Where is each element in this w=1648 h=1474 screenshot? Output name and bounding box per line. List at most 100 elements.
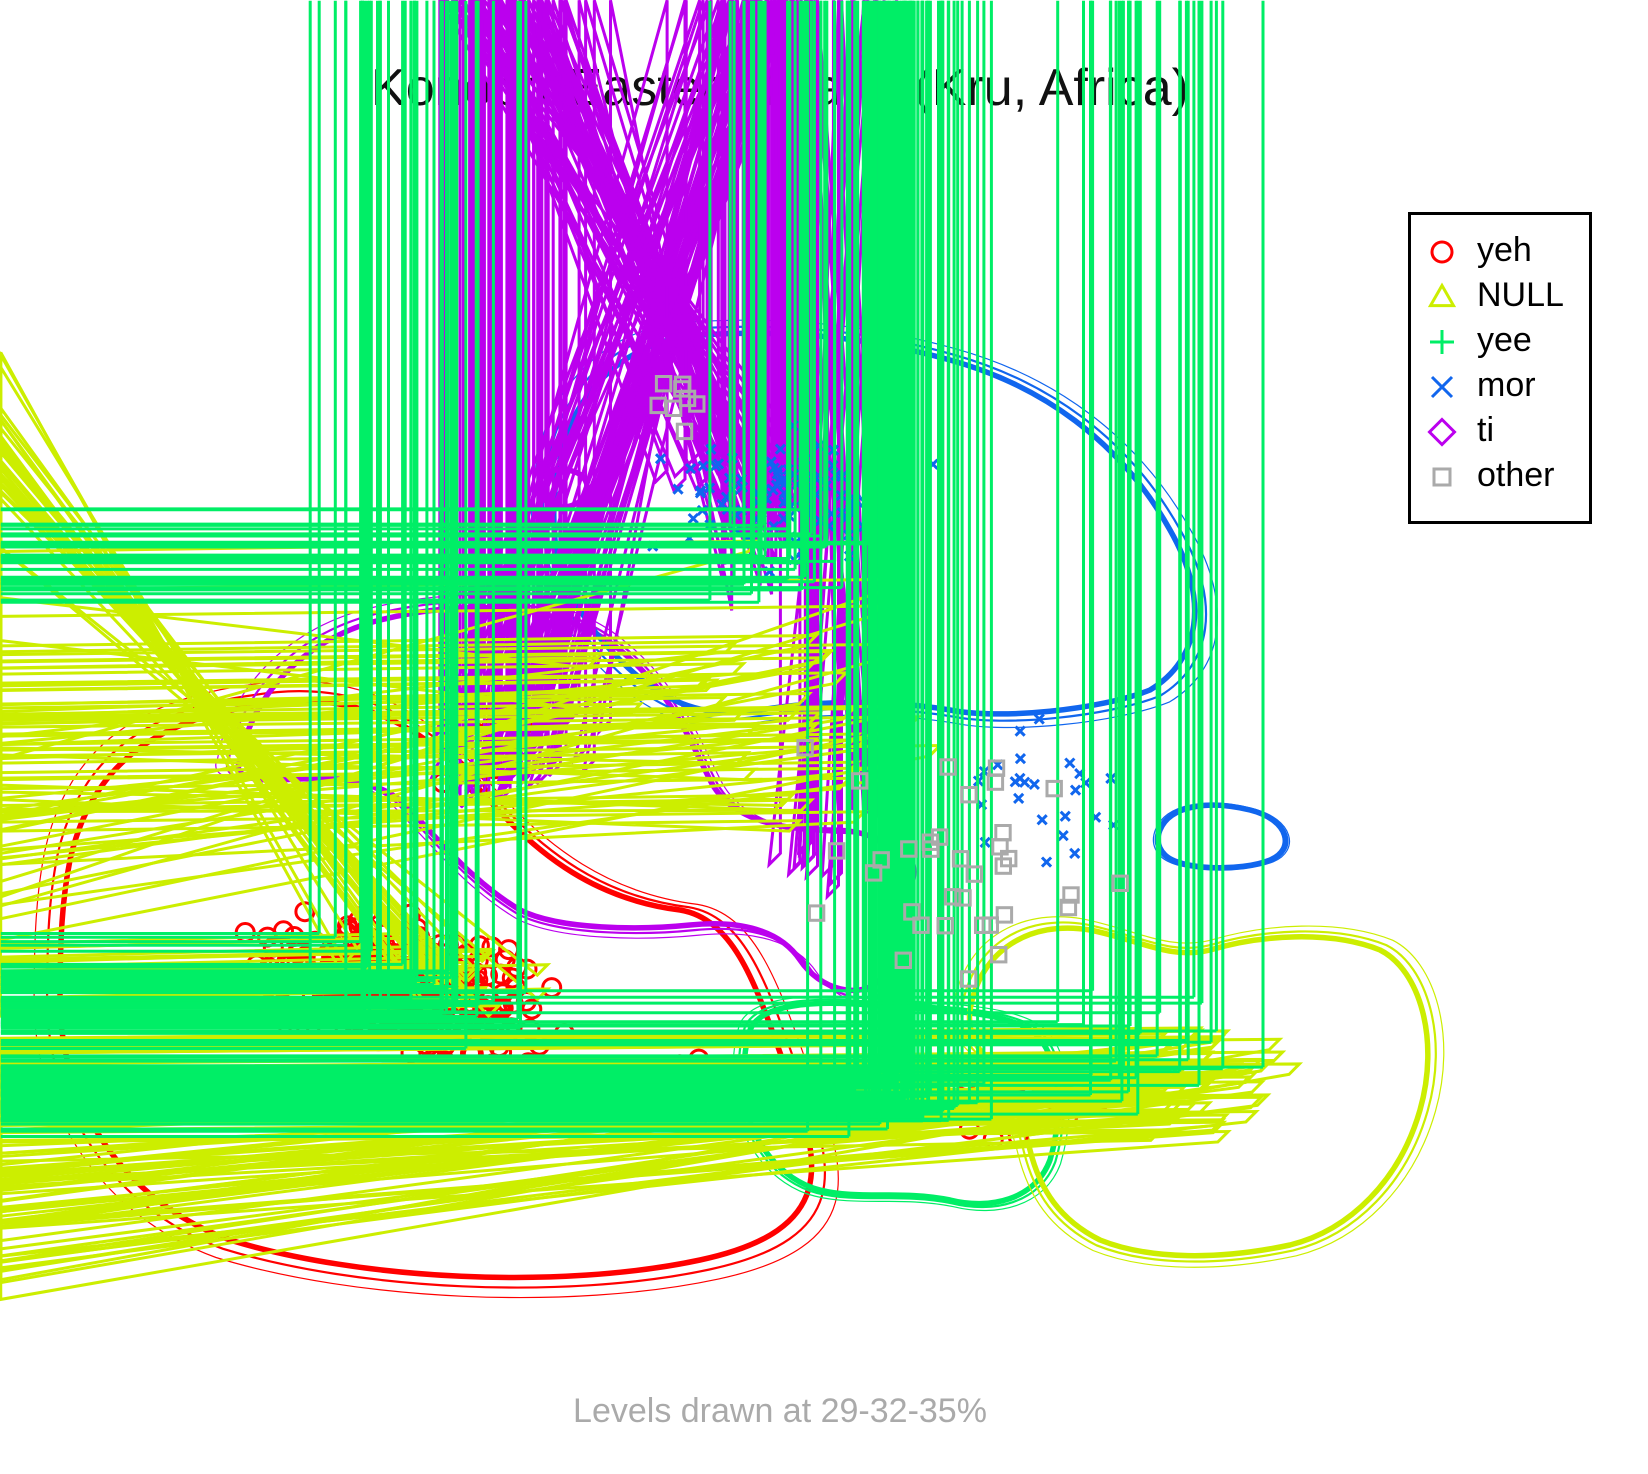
point-yee bbox=[0, 0, 348, 947]
point-yee bbox=[0, 0, 337, 939]
point-yee bbox=[0, 0, 761, 604]
point-other bbox=[678, 389, 697, 408]
point-other bbox=[796, 739, 814, 757]
point-yee bbox=[0, 0, 312, 968]
point-other bbox=[900, 840, 918, 858]
contour-NULL-0 bbox=[966, 925, 1431, 1259]
point-other bbox=[995, 906, 1014, 924]
legend-item-yee: yee bbox=[1411, 319, 1589, 363]
point-mor bbox=[1059, 810, 1071, 822]
point-yee bbox=[0, 0, 1140, 1116]
point-other bbox=[951, 850, 970, 868]
point-yee bbox=[0, 0, 1225, 1071]
legend-marker-cross-icon bbox=[1430, 375, 1454, 399]
point-yee bbox=[0, 0, 837, 563]
legend-marker-triangle-icon bbox=[1427, 282, 1457, 308]
point-yee bbox=[0, 0, 857, 1107]
point-yee bbox=[0, 0, 1138, 1080]
point-yee bbox=[0, 0, 1093, 1077]
legend-label: NULL bbox=[1477, 276, 1564, 314]
point-yee bbox=[0, 0, 763, 558]
point-mor bbox=[710, 460, 722, 472]
point-other bbox=[903, 903, 921, 921]
point-yee bbox=[0, 0, 1060, 1024]
point-yee bbox=[0, 0, 1201, 1087]
point-yee bbox=[0, 0, 1130, 1094]
point-yee bbox=[0, 0, 870, 546]
point-mor bbox=[1040, 856, 1053, 868]
legend-marker-circle-icon bbox=[1430, 240, 1454, 264]
point-mor bbox=[1028, 778, 1040, 790]
point-mor bbox=[774, 443, 787, 455]
point-other bbox=[930, 828, 949, 846]
point-mor bbox=[694, 487, 707, 499]
point-mor bbox=[687, 512, 699, 525]
point-yee bbox=[0, 0, 1125, 1068]
point-yee bbox=[0, 0, 1204, 1005]
point-other bbox=[987, 759, 1006, 777]
point-other bbox=[994, 857, 1012, 875]
point-mor bbox=[1014, 725, 1026, 737]
point-yee bbox=[0, 0, 816, 584]
point-mor bbox=[685, 462, 697, 475]
point-yee bbox=[0, 0, 851, 1138]
point-other bbox=[688, 395, 706, 413]
point-mor bbox=[1014, 753, 1027, 765]
point-mor bbox=[1019, 776, 1031, 788]
contour-NULL-1 bbox=[960, 921, 1437, 1263]
legend-label: other bbox=[1477, 456, 1555, 494]
point-other bbox=[954, 889, 972, 907]
point-yee bbox=[0, 0, 373, 953]
point-yee bbox=[0, 0, 449, 990]
point-yee bbox=[0, 0, 882, 1126]
point-other bbox=[649, 396, 667, 415]
legend-marker-square-icon bbox=[1432, 467, 1452, 487]
point-yee bbox=[0, 0, 829, 548]
point-other bbox=[1059, 898, 1078, 917]
point-mor bbox=[772, 464, 784, 476]
point-yee bbox=[0, 0, 416, 973]
point-ti bbox=[480, 0, 669, 668]
point-yee bbox=[0, 0, 1218, 1033]
legend-label: mor bbox=[1477, 366, 1536, 404]
point-yee bbox=[0, 0, 1142, 1035]
point-mor bbox=[697, 460, 709, 472]
point-yee bbox=[0, 0, 813, 536]
point-mor bbox=[1069, 784, 1082, 796]
point-yee bbox=[0, 0, 363, 944]
point-yeh bbox=[294, 901, 316, 923]
point-mor bbox=[654, 453, 667, 465]
point-other bbox=[1045, 779, 1063, 798]
point-yee bbox=[0, 0, 528, 995]
point-other bbox=[894, 951, 912, 969]
point-other bbox=[974, 916, 992, 934]
point-other bbox=[990, 946, 1008, 964]
point-other bbox=[936, 917, 954, 935]
levels-caption: Levels drawn at 29-32-35% bbox=[573, 1392, 987, 1430]
point-other bbox=[965, 865, 983, 883]
point-other bbox=[1111, 874, 1129, 892]
point-other bbox=[994, 824, 1012, 842]
point-yeh bbox=[521, 998, 543, 1020]
point-other bbox=[675, 422, 694, 441]
point-yee bbox=[0, 0, 844, 590]
point-other bbox=[960, 786, 978, 804]
points-layer bbox=[0, 0, 1304, 1302]
legend-item-other: other bbox=[1411, 454, 1589, 498]
point-yee bbox=[0, 0, 732, 526]
legend: yeh NULL yee mor ti other bbox=[1408, 212, 1592, 524]
point-mor bbox=[1009, 776, 1021, 788]
point-yee bbox=[0, 0, 453, 980]
point-mor bbox=[770, 479, 783, 491]
point-other bbox=[654, 375, 673, 393]
point-yee bbox=[0, 0, 456, 988]
point-other bbox=[864, 864, 883, 882]
point-mor bbox=[1033, 713, 1045, 725]
point-yee bbox=[0, 0, 753, 596]
point-yee bbox=[0, 0, 443, 1013]
point-yee bbox=[0, 0, 1162, 1015]
point-yee bbox=[0, 0, 407, 975]
point-yee bbox=[0, 0, 1182, 1047]
point-other bbox=[1062, 886, 1080, 904]
